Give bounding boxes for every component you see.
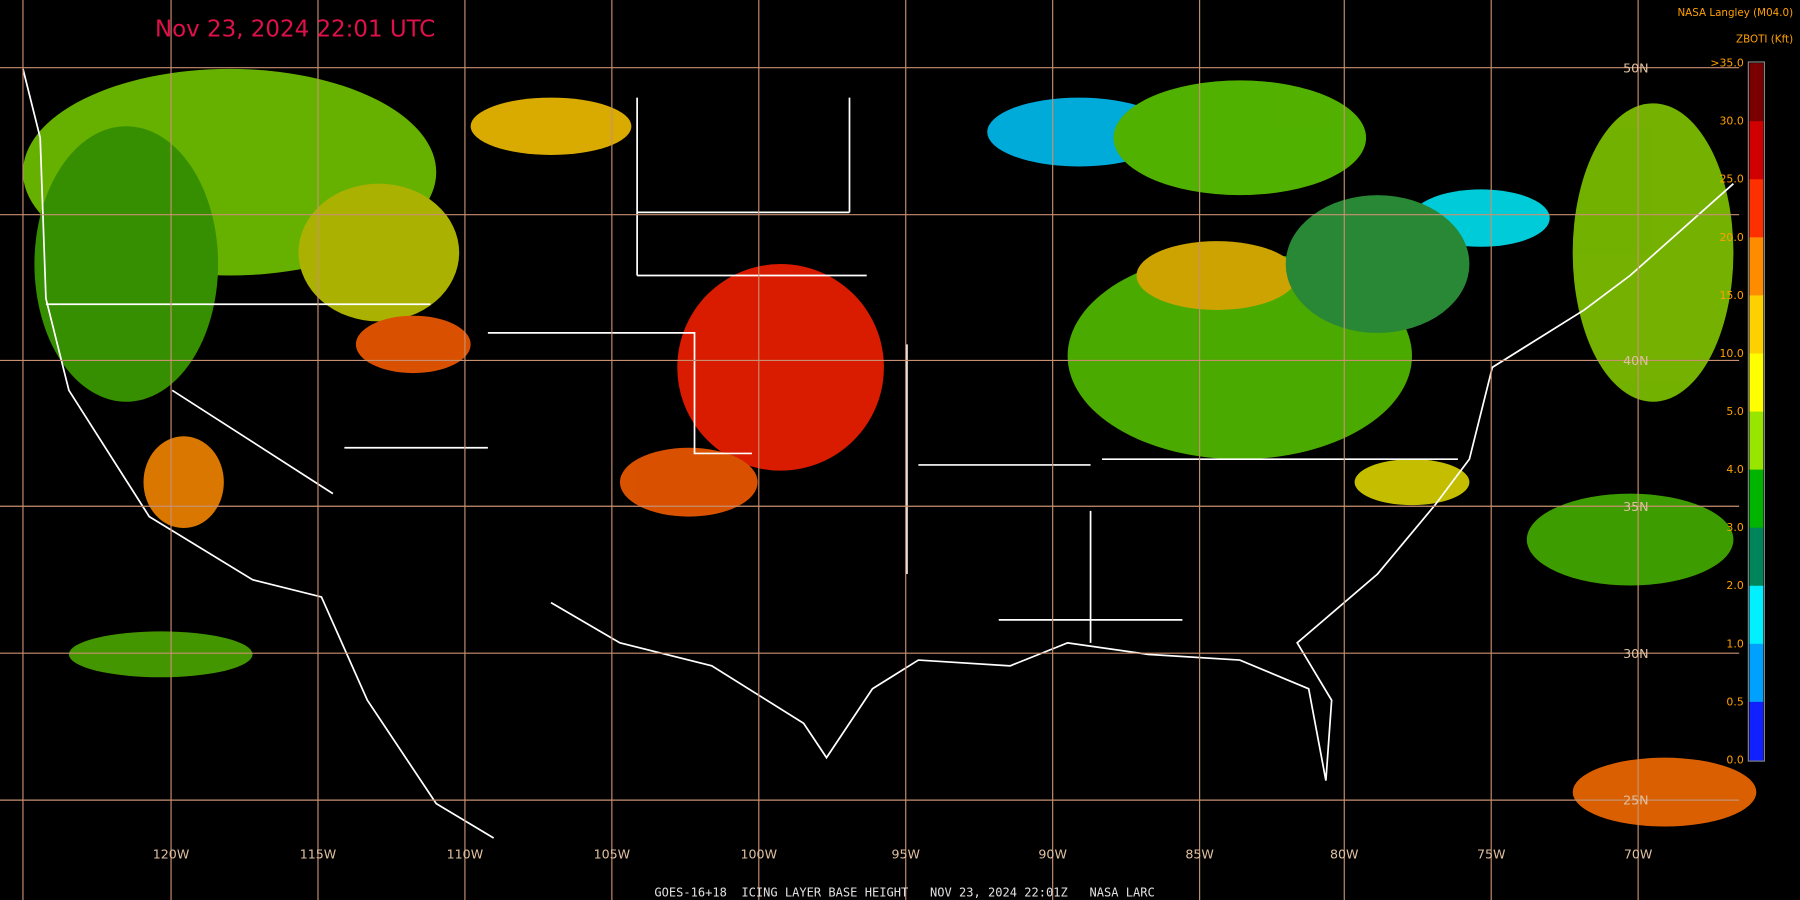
title: Nov 23, 2024 22:01 UTC xyxy=(155,17,435,43)
longitude-label: 110W xyxy=(447,847,484,862)
colorbar-label: 10.0 xyxy=(1720,347,1744,360)
colorbar-swatch xyxy=(1749,237,1764,296)
colorbar-label: 30.0 xyxy=(1720,115,1744,128)
colorbar-label: 2.0 xyxy=(1726,579,1743,592)
coastline xyxy=(22,68,1734,839)
colorbar-swatch xyxy=(1749,63,1764,122)
colorbar-label: 4.0 xyxy=(1726,463,1743,476)
colorbar-label: 3.0 xyxy=(1726,521,1743,534)
colorbar-swatch xyxy=(1749,353,1764,413)
latitude-label: 30N xyxy=(1623,646,1648,661)
latitude-label: 25N xyxy=(1623,793,1648,808)
colorbar-label: 15.0 xyxy=(1720,289,1744,302)
colorbar-label: 1.0 xyxy=(1726,637,1743,650)
icing-data-field xyxy=(22,68,1757,827)
longitude-label: 90W xyxy=(1038,847,1067,862)
colorbar-swatch xyxy=(1749,121,1764,180)
colorbar-label: 20.0 xyxy=(1720,231,1744,244)
colorbar: >35.0 30.0 25.0 20.0 15.0 10.0 5.0 4.0 3.0 2.0 1.0… xyxy=(1710,57,1765,766)
colorbar-label: 0.5 xyxy=(1726,695,1743,708)
colorbar-swatch xyxy=(1749,701,1764,761)
colorbar-label: 25.0 xyxy=(1720,173,1744,186)
longitude-label: 105W xyxy=(594,847,631,862)
longitude-label: 115W xyxy=(300,847,337,862)
footer-caption: GOES-16+18 ICING LAYER BASE HEIGHT NOV 2… xyxy=(654,886,1154,900)
colorbar-swatch xyxy=(1749,179,1764,238)
longitude-label: 95W xyxy=(891,847,920,862)
graticule-labels: 120W 115W 110W 105W 100W 95W 90W 85W 80W 75W 70W 50… xyxy=(153,60,1653,861)
longitude-label: 120W xyxy=(153,847,190,862)
colorbar-label: 5.0 xyxy=(1726,405,1743,418)
colorbar-swatch xyxy=(1749,295,1764,355)
source-label: NASA Langley (M04.0) xyxy=(1677,7,1793,19)
colorbar-swatch xyxy=(1749,585,1764,645)
longitude-label: 80W xyxy=(1330,847,1359,862)
graticule xyxy=(0,0,1740,900)
colorbar-swatch xyxy=(1749,643,1764,703)
longitude-label: 85W xyxy=(1185,847,1214,862)
longitude-label: 75W xyxy=(1477,847,1506,862)
longitude-label: 70W xyxy=(1624,847,1653,862)
colorbar-swatch xyxy=(1749,527,1764,587)
longitude-label: 100W xyxy=(741,847,778,862)
colorbar-swatch xyxy=(1749,411,1764,471)
latitude-label: 50N xyxy=(1623,60,1648,75)
product-label: ZBOTI (Kft) xyxy=(1736,33,1793,45)
latitude-label: 35N xyxy=(1623,499,1648,514)
latitude-label: 40N xyxy=(1623,353,1648,368)
colorbar-label: >35.0 xyxy=(1710,57,1743,70)
colorbar-label: 0.0 xyxy=(1726,753,1743,766)
colorbar-swatch xyxy=(1749,469,1764,529)
